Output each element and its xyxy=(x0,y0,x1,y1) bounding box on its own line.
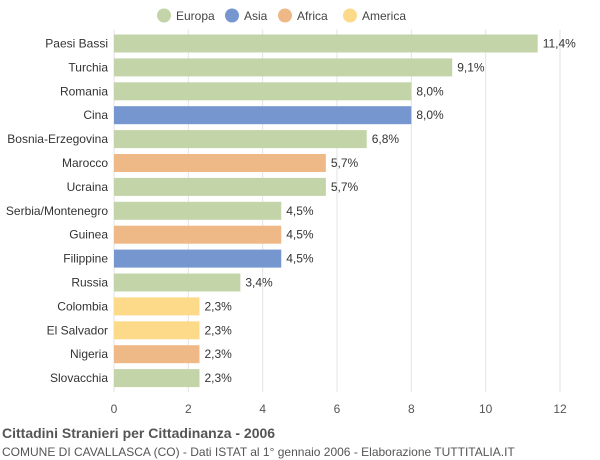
chart-title: Cittadini Stranieri per Cittadinanza - 2… xyxy=(2,425,276,441)
category-label: Paesi Bassi xyxy=(45,37,108,51)
bar xyxy=(114,106,412,125)
category-label: Slovacchia xyxy=(50,371,108,385)
legend-label: Europa xyxy=(176,9,215,23)
chart-subtitle: COMUNE DI CAVALLASCA (CO) - Dati ISTAT a… xyxy=(2,445,515,459)
category-label: Ucraina xyxy=(67,180,109,194)
x-tick-label: 12 xyxy=(553,402,567,416)
category-label: Filippine xyxy=(63,252,108,266)
bar xyxy=(114,273,241,292)
category-label: Cina xyxy=(83,108,108,122)
bar xyxy=(114,297,200,316)
value-label: 8,0% xyxy=(416,108,444,122)
category-label: Bosnia-Erzegovina xyxy=(7,132,108,146)
bar xyxy=(114,225,282,244)
bar xyxy=(114,345,200,364)
x-tick-label: 2 xyxy=(185,402,192,416)
bar xyxy=(114,201,282,220)
value-label: 2,3% xyxy=(204,299,232,313)
category-label: Romania xyxy=(60,84,108,98)
bar xyxy=(114,130,367,149)
x-tick-label: 0 xyxy=(111,402,118,416)
value-label: 2,3% xyxy=(204,371,232,385)
x-tick-label: 4 xyxy=(259,402,266,416)
value-label: 6,8% xyxy=(372,132,400,146)
bar xyxy=(114,369,200,388)
value-label: 4,5% xyxy=(286,228,314,242)
category-label: Colombia xyxy=(57,299,108,313)
value-label: 8,0% xyxy=(416,84,444,98)
bar xyxy=(114,249,282,268)
category-label: El Salvador xyxy=(47,323,108,337)
category-label: Serbia/Montenegro xyxy=(6,204,108,218)
value-label: 4,5% xyxy=(286,252,314,266)
value-label: 2,3% xyxy=(204,347,232,361)
value-label: 5,7% xyxy=(331,156,359,170)
value-label: 5,7% xyxy=(331,180,359,194)
value-label: 11,4% xyxy=(543,37,576,51)
category-label: Nigeria xyxy=(70,347,108,361)
bar xyxy=(114,154,326,172)
legend-swatch xyxy=(343,8,357,23)
legend-swatch xyxy=(157,8,171,23)
bar xyxy=(114,58,453,77)
category-label: Marocco xyxy=(62,156,108,170)
legend-label: Africa xyxy=(297,9,328,23)
bar xyxy=(114,82,412,101)
legend-label: America xyxy=(362,9,406,23)
category-label: Turchia xyxy=(68,60,108,74)
value-label: 3,4% xyxy=(245,276,273,290)
legend-swatch xyxy=(278,8,292,23)
bar xyxy=(114,177,326,196)
value-label: 9,1% xyxy=(457,60,485,74)
legend-swatch xyxy=(225,8,239,23)
category-label: Guinea xyxy=(69,228,108,242)
bar-chart: 0 2 4 6 8 10 12 Paesi Bassi 11,4% Turchia 9,1% Roma… xyxy=(6,8,576,416)
value-label: 2,3% xyxy=(204,323,232,337)
bar xyxy=(114,321,200,340)
x-tick-label: 6 xyxy=(334,402,341,416)
x-tick-label: 8 xyxy=(408,402,415,416)
bar xyxy=(114,34,538,53)
legend-label: Asia xyxy=(244,9,268,23)
x-tick-label: 10 xyxy=(479,402,493,416)
value-label: 4,5% xyxy=(286,204,314,218)
category-label: Russia xyxy=(71,276,108,290)
